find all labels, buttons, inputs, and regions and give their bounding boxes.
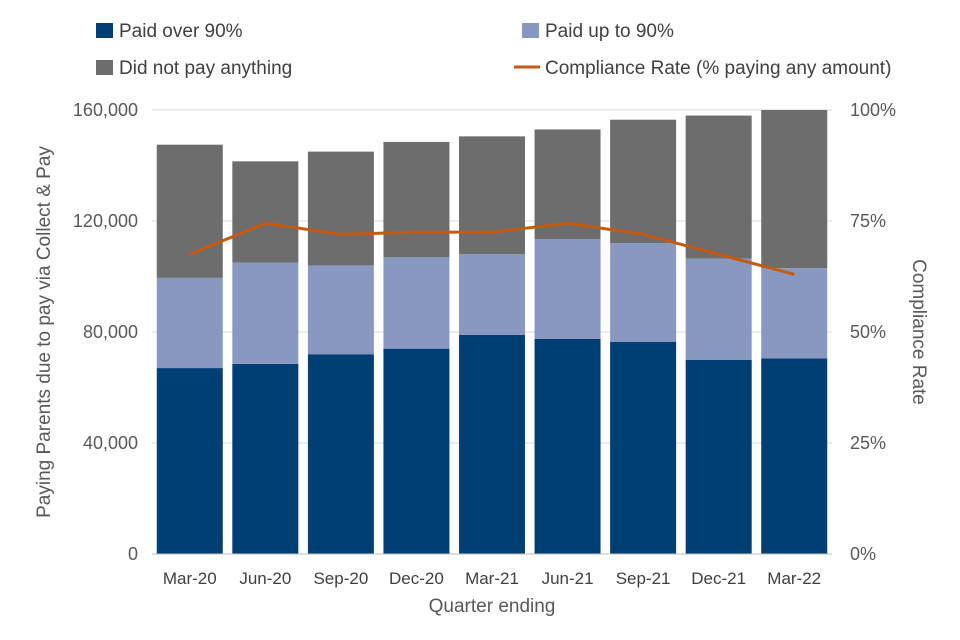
bar-paid-up-to-90-jun-20 — [232, 262, 299, 364]
y2-tick-label: 0% — [850, 544, 876, 564]
bar-paid-up-to-90-sep-20 — [307, 265, 374, 355]
legend-label-compliance-rate: Compliance Rate (% paying any amount) — [545, 58, 891, 79]
bar-paid-up-to-90-mar-20 — [156, 277, 223, 369]
bar-did-not-pay-mar-22 — [761, 110, 828, 269]
legend-label-paid-over-90: Paid over 90% — [119, 21, 243, 42]
y-tick-label: 120,000 — [73, 211, 138, 231]
bar-paid-over-90-dec-21 — [685, 359, 752, 554]
bar-did-not-pay-mar-21 — [459, 136, 525, 255]
bar-paid-over-90-sep-20 — [307, 354, 374, 554]
bar-paid-up-to-90-sep-21 — [610, 243, 677, 342]
legend-swatch-did-not-pay — [96, 60, 113, 75]
bars — [156, 110, 828, 554]
y2-tick-label: 100% — [850, 100, 896, 120]
x-tick-label: Mar-20 — [163, 569, 217, 588]
bar-did-not-pay-sep-21 — [610, 119, 677, 244]
x-tick-label: Sep-20 — [313, 569, 368, 588]
bar-paid-up-to-90-mar-22 — [761, 268, 828, 359]
bar-paid-up-to-90-dec-20 — [383, 257, 450, 349]
bar-paid-up-to-90-jun-21 — [534, 239, 601, 339]
x-tick-label: Jun-21 — [542, 569, 594, 588]
legend-swatch-paid-up-to-90 — [522, 23, 539, 38]
bar-did-not-pay-mar-20 — [156, 144, 223, 278]
x-axis-ticks: Mar-20 Jun-20 Sep-20 Dec-20 Mar-21 Jun-21 Sep-… — [163, 569, 821, 588]
legend-swatch-paid-over-90 — [96, 23, 113, 38]
bar-paid-over-90-sep-21 — [610, 341, 677, 554]
y-tick-label: 160,000 — [73, 100, 138, 120]
y-axis-title: Paying Parents due to pay via Collect & … — [34, 146, 55, 518]
y-axis-ticks: 0 40,000 80,000 120,000 160,000 — [73, 100, 138, 564]
legend: Paid over 90% Paid up to 90% Did not pay… — [96, 21, 891, 79]
x-tick-label: Sep-21 — [616, 569, 671, 588]
bar-did-not-pay-jun-20 — [232, 161, 299, 263]
x-tick-label: Dec-20 — [389, 569, 444, 588]
y2-axis-ticks: 0% 25% 50% 75% 100% — [850, 100, 896, 564]
y-tick-label: 80,000 — [83, 322, 138, 342]
y2-tick-label: 50% — [850, 322, 886, 342]
bar-paid-up-to-90-dec-21 — [685, 258, 752, 360]
bar-paid-over-90-mar-20 — [156, 368, 223, 554]
bar-did-not-pay-dec-20 — [383, 141, 450, 258]
x-tick-label: Dec-21 — [691, 569, 746, 588]
bar-paid-up-to-90-mar-21 — [459, 254, 525, 335]
bar-did-not-pay-jun-21 — [534, 129, 601, 240]
y2-tick-label: 75% — [850, 211, 886, 231]
bar-did-not-pay-dec-21 — [685, 115, 752, 259]
y2-axis-title: Compliance Rate — [908, 259, 929, 405]
bar-did-not-pay-sep-20 — [307, 151, 374, 266]
y2-tick-label: 25% — [850, 433, 886, 453]
legend-label-paid-up-to-90: Paid up to 90% — [545, 21, 674, 42]
compliance-rate-line — [189, 221, 795, 276]
legend-label-did-not-pay: Did not pay anything — [119, 58, 292, 79]
bar-paid-over-90-jun-20 — [232, 363, 299, 554]
y-tick-label: 0 — [128, 544, 138, 564]
bar-paid-over-90-jun-21 — [534, 338, 601, 554]
x-axis-title: Quarter ending — [429, 596, 556, 617]
bar-paid-over-90-dec-20 — [383, 348, 450, 554]
y-tick-label: 40,000 — [83, 433, 138, 453]
bar-paid-over-90-mar-21 — [459, 334, 525, 554]
x-tick-label: Mar-22 — [767, 569, 821, 588]
x-tick-label: Jun-20 — [239, 569, 291, 588]
x-tick-label: Mar-21 — [465, 569, 519, 588]
bar-paid-over-90-mar-22 — [761, 358, 828, 554]
